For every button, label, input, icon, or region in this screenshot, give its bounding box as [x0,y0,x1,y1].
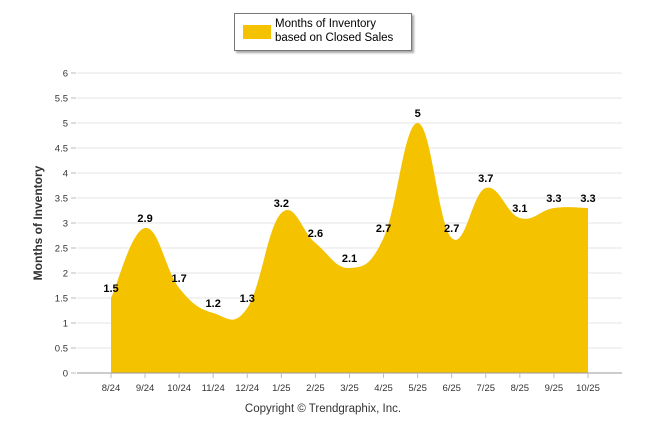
x-tick-label: 9/24 [136,383,155,394]
y-tick-label: 1 [63,319,68,330]
x-tick-label: 1/25 [272,383,291,394]
data-label: 3.2 [274,198,289,210]
x-axis-ticks: 8/24 9/24 10/24 11/24 12/24 1/25 2/25 3/25 4/25 5… [102,373,600,394]
data-label: 2.7 [444,223,459,235]
y-tick-label: 2.5 [55,244,68,255]
x-tick-label: 10/24 [167,383,191,394]
data-label: 1.5 [103,283,118,295]
data-label: 1.3 [240,293,255,305]
y-tick-label: 0 [63,369,68,380]
data-labels: 1.5 2.9 1.7 1.2 1.3 3.2 2.6 2.1 2.7 5 2.7 3.7 3.1 3.3… [103,108,595,310]
y-tick-label: 4 [63,169,68,180]
data-label: 3.3 [546,193,561,205]
x-tick-label: 4/25 [374,383,393,394]
legend-swatch [243,25,271,39]
x-tick-label: 5/25 [408,383,427,394]
data-label: 3.1 [512,203,527,215]
y-tick-label: 2 [63,269,68,280]
legend: Months of Inventory based on Closed Sale… [234,13,412,51]
x-tick-label: 10/25 [576,383,600,394]
y-tick-label: 4.5 [55,144,68,155]
y-axis-ticks: 0 0.5 1 1.5 2 2.5 3 3.5 4 4.5 5 5.5 6 [55,69,76,380]
x-tick-label: 11/24 [202,383,225,394]
data-label: 2.7 [376,223,391,235]
y-tick-label: 5.5 [55,94,68,105]
x-tick-label: 2/25 [306,383,325,394]
data-label: 3.7 [478,173,493,185]
copyright-text: Copyright © Trendgraphix, Inc. [244,403,402,415]
x-tick-label: 3/25 [340,383,359,394]
inventory-area-series [111,123,588,373]
y-tick-label: 3.5 [55,194,68,205]
legend-label: Months of Inventory based on Closed Sale… [275,18,394,44]
y-tick-label: 0.5 [55,344,68,355]
y-tick-label: 1.5 [55,294,68,305]
data-label: 1.7 [171,273,186,285]
x-tick-label: 7/25 [477,383,496,394]
x-tick-label: 8/24 [102,383,121,394]
y-tick-label: 3 [63,219,68,230]
data-label: 2.1 [342,253,357,265]
x-tick-label: 12/24 [235,383,259,394]
x-tick-label: 9/25 [545,383,564,394]
data-label: 5 [415,108,421,120]
y-tick-label: 6 [63,69,68,80]
data-label: 2.6 [308,228,323,240]
y-tick-label: 5 [63,119,68,130]
data-label: 3.3 [580,193,595,205]
data-label: 1.2 [206,298,221,310]
y-axis-title: Months of Inventory [31,165,45,280]
x-tick-label: 6/25 [442,383,461,394]
x-tick-label: 8/25 [511,383,530,394]
data-label: 2.9 [137,213,152,225]
